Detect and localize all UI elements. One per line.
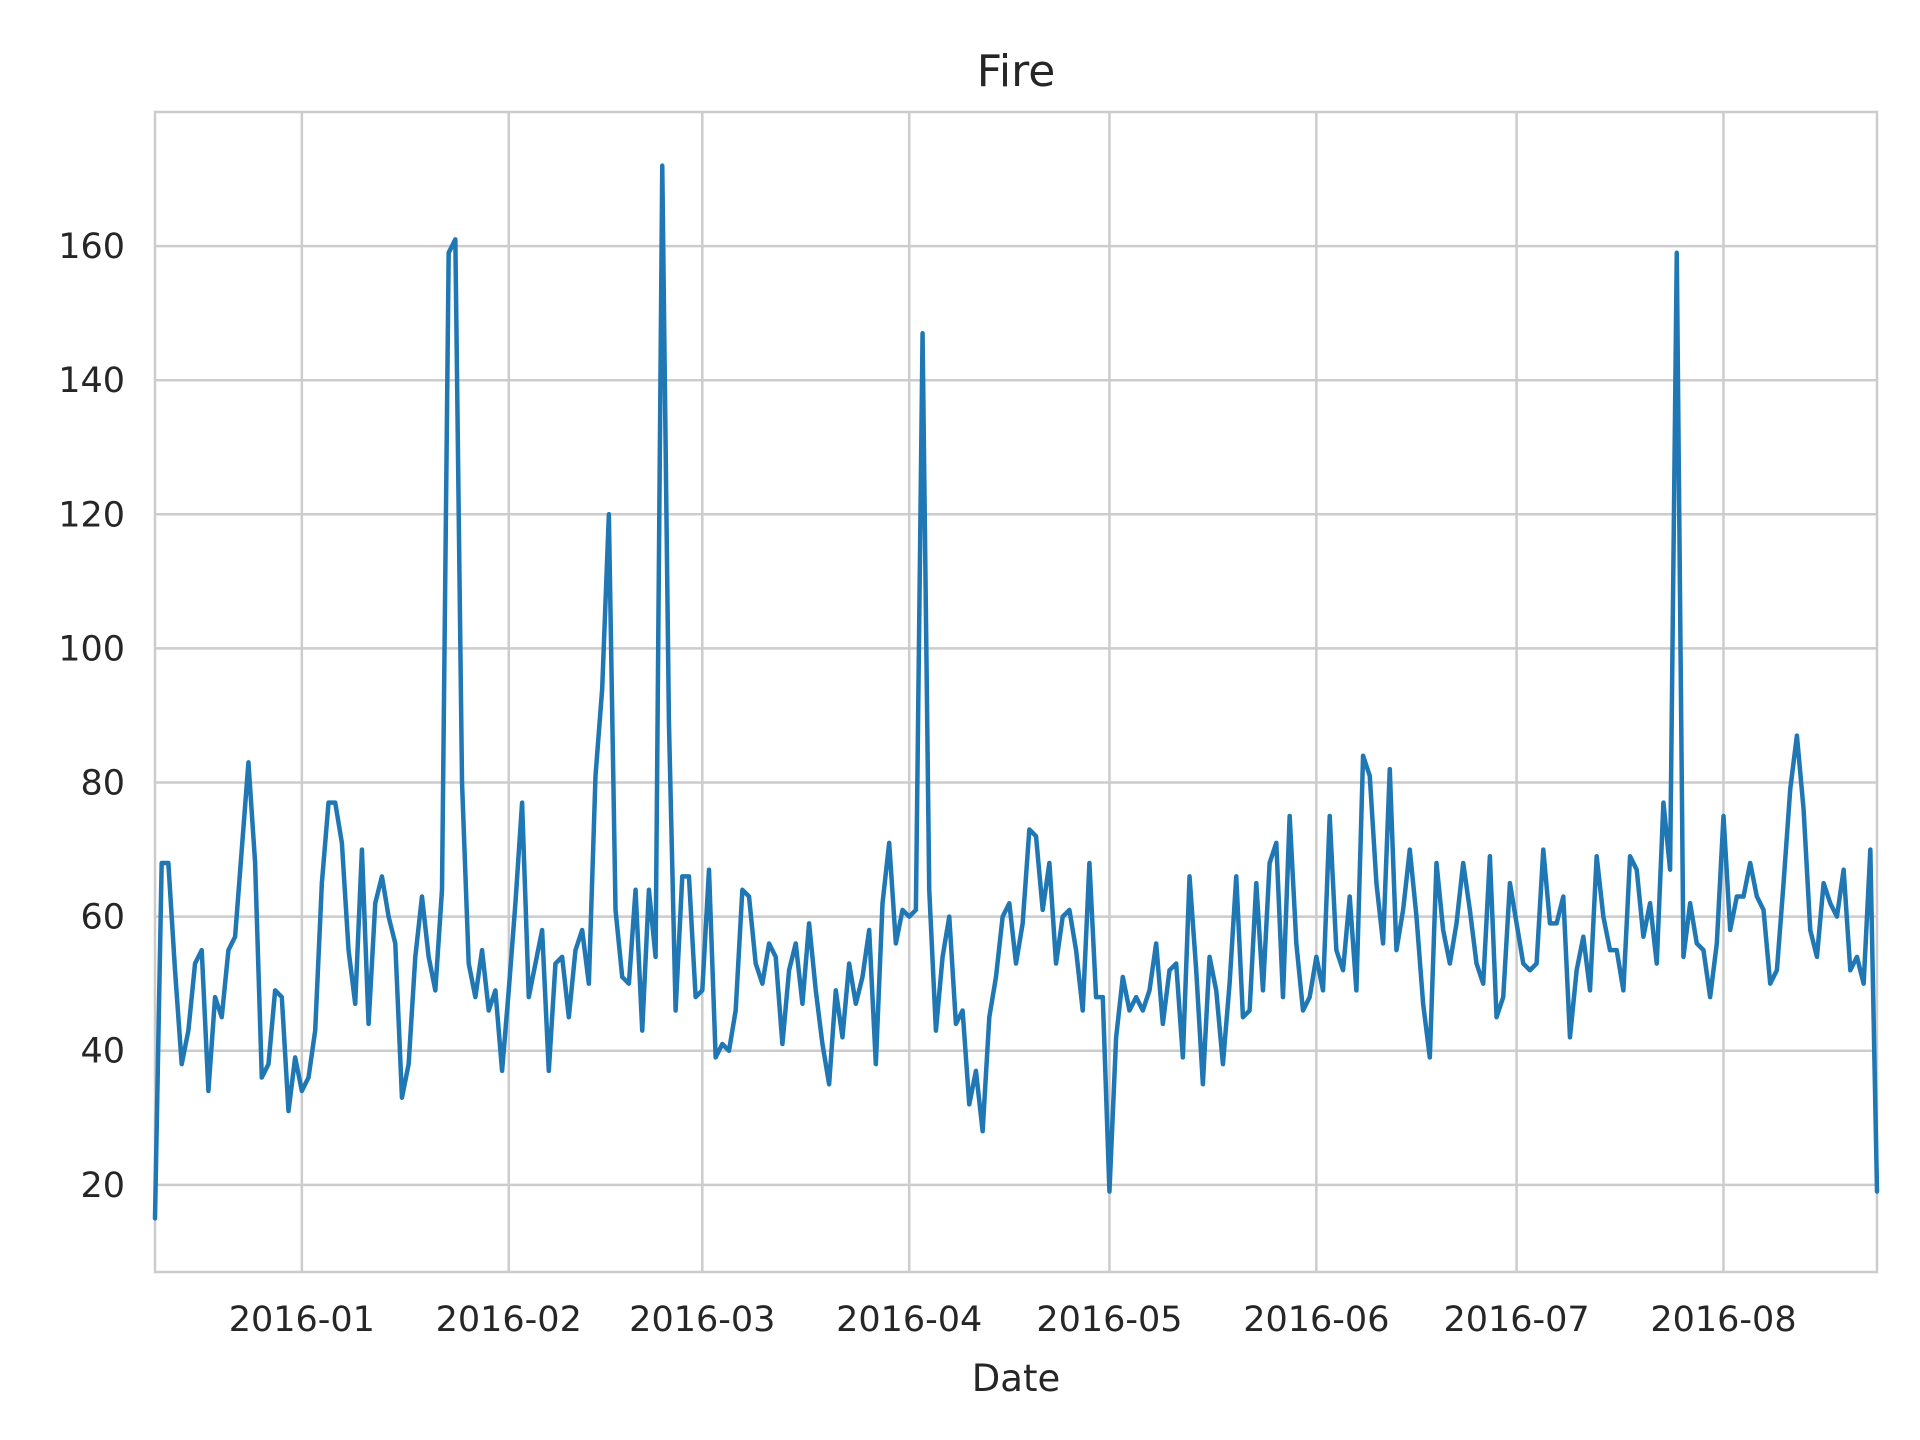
plot-frame: [153, 110, 1879, 1274]
y-tick-label: 60: [80, 898, 125, 938]
x-tick-labels: 2016-01 2016-02 2016-03 2016-04 2016-05 2016-…: [229, 1300, 1797, 1340]
x-tick-label: 2016-02: [436, 1300, 582, 1340]
x-tick-label: 2016-05: [1036, 1300, 1182, 1340]
y-tick-label: 40: [80, 1032, 125, 1072]
x-tick-label: 2016-01: [229, 1300, 375, 1340]
y-tick-label: 100: [58, 629, 125, 669]
y-tick-label: 140: [58, 361, 125, 401]
x-tick-label: 2016-08: [1650, 1300, 1796, 1340]
y-tick-label: 120: [58, 495, 125, 535]
x-axis-label: Date: [972, 1357, 1060, 1400]
series-line: [152, 163, 1880, 1221]
x-tick-label: 2016-04: [836, 1300, 982, 1340]
y-tick-label: 80: [80, 764, 125, 804]
y-tick-labels: 20 40 60 80 100 120 140 160: [58, 227, 125, 1206]
plot-background: [155, 112, 1877, 1272]
x-tick-label: 2016-07: [1443, 1300, 1589, 1340]
chart-title: Fire: [977, 46, 1056, 97]
y-tick-label: 160: [58, 227, 125, 267]
y-tick-label: 20: [80, 1166, 125, 1206]
x-gridlines: [300, 112, 1725, 1272]
x-tick-label: 2016-06: [1243, 1300, 1389, 1340]
x-tick-label: 2016-03: [629, 1300, 775, 1340]
